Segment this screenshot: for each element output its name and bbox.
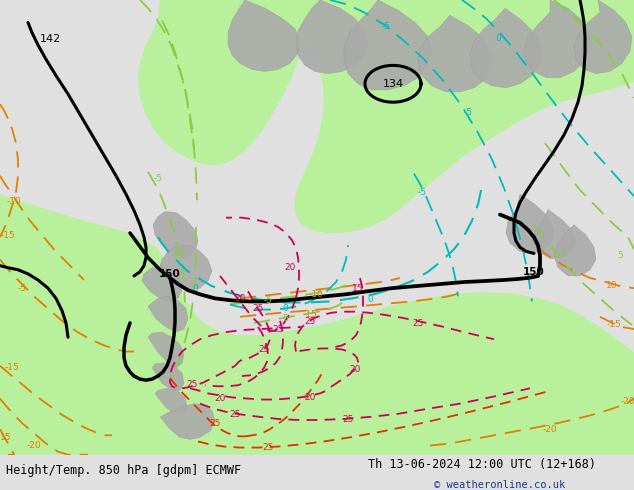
Text: 20: 20 [214,394,226,403]
Polygon shape [228,0,300,72]
Text: -5: -5 [264,296,273,305]
Polygon shape [155,388,187,414]
Text: 15: 15 [0,433,12,442]
Polygon shape [148,332,184,368]
Polygon shape [160,245,212,290]
Text: -5: -5 [18,284,27,293]
Text: 25: 25 [273,324,283,334]
Polygon shape [344,0,432,90]
Text: 25: 25 [342,416,354,424]
Text: -15: -15 [607,320,621,329]
Text: 0: 0 [495,34,501,43]
Text: © weatheronline.co.uk: © weatheronline.co.uk [434,480,566,490]
Text: 25: 25 [262,443,274,452]
Text: -10: -10 [309,290,323,299]
Text: 25: 25 [304,318,316,326]
Polygon shape [418,15,492,92]
Polygon shape [524,0,590,77]
Text: -15: -15 [302,310,318,319]
Text: 20: 20 [284,263,295,272]
Text: 20: 20 [349,366,361,374]
Polygon shape [142,268,182,302]
Text: 150: 150 [159,269,181,279]
Text: 25: 25 [412,319,424,328]
Text: 25: 25 [258,345,269,354]
Text: 0: 0 [192,284,198,293]
Text: -15: -15 [1,230,15,240]
Polygon shape [574,0,632,74]
Text: 25: 25 [230,410,241,419]
Text: 25: 25 [252,304,264,313]
Polygon shape [0,194,634,455]
Text: -10: -10 [6,197,22,206]
Text: 5: 5 [559,249,565,258]
Text: Th 13-06-2024 12:00 UTC (12+168): Th 13-06-2024 12:00 UTC (12+168) [368,458,596,471]
Text: 25: 25 [209,418,221,428]
Polygon shape [160,404,215,440]
Polygon shape [470,8,542,88]
Text: 134: 134 [382,79,404,89]
Text: 15: 15 [353,284,364,293]
Text: Height/Temp. 850 hPa [gdpm] ECMWF: Height/Temp. 850 hPa [gdpm] ECMWF [6,464,242,477]
Text: -5: -5 [382,22,391,31]
Text: -10: -10 [171,251,185,260]
Polygon shape [295,0,634,233]
Text: 0: 0 [367,295,373,304]
Text: -5: -5 [463,108,472,117]
Text: -20: -20 [543,425,557,434]
Text: 20: 20 [304,393,316,402]
Text: 20: 20 [235,294,246,303]
Text: 150: 150 [523,267,545,277]
Polygon shape [506,194,554,253]
Polygon shape [554,225,596,276]
Polygon shape [296,0,368,74]
Text: -5: -5 [153,174,162,183]
Text: -20: -20 [27,441,41,450]
Polygon shape [148,296,188,332]
Text: 0: 0 [282,304,288,313]
Text: -5: -5 [280,314,290,323]
Polygon shape [138,0,310,166]
Text: -5: -5 [418,188,427,196]
Polygon shape [153,212,198,258]
Text: 142: 142 [39,34,61,44]
Text: -20: -20 [621,397,634,406]
Text: -15: -15 [5,364,20,372]
Polygon shape [152,363,184,391]
Polygon shape [534,210,576,259]
Text: 10: 10 [606,281,618,290]
Text: 25: 25 [186,380,198,389]
Text: 5: 5 [617,251,623,260]
